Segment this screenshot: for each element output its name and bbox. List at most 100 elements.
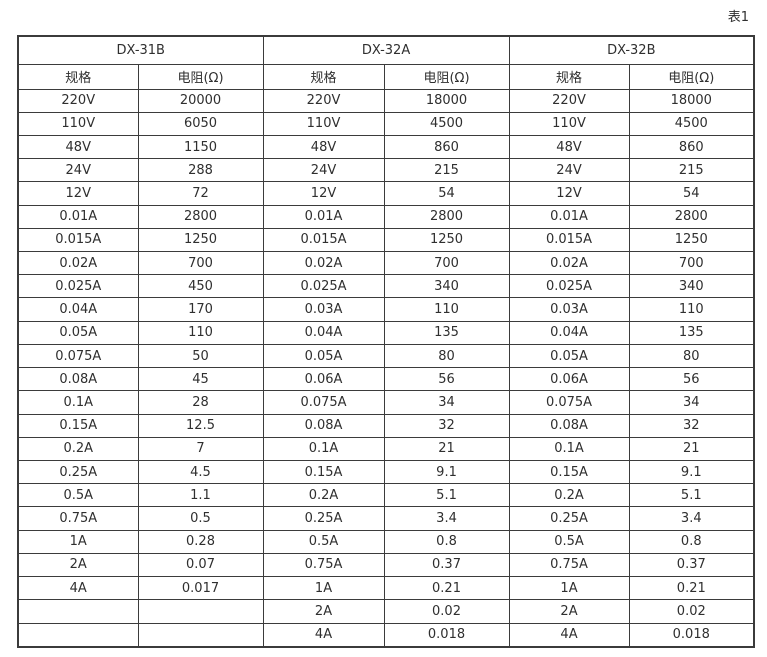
resistance-table: DX-31B DX-32A DX-32B 规格 电阻(Ω) 规格 电阻(Ω) 规格 电阻(Ω) … [17,35,756,648]
table-row: 0.02A 700 0.02A 700 0.02A 700 [17,251,755,276]
spec-cell: 24V [17,158,139,183]
spec-cell: 0.015A [508,227,630,253]
table-row: 4A 0.018 4A 0.018 [17,622,755,648]
col-header-spec: 规格 [262,63,385,90]
spec-cell: 0.08A [262,413,385,438]
spec-cell: 0.075A [17,343,139,369]
resistance-cell: 700 [137,251,264,276]
spec-cell: 0.1A [508,436,630,462]
spec-cell: 0.2A [17,436,139,462]
spec-cell: 0.075A [508,390,630,415]
resistance-cell: 0.37 [628,552,755,578]
spec-cell: 0.025A [17,274,139,299]
resistance-cell: 0.21 [383,576,510,601]
resistance-cell: 21 [383,436,510,462]
spec-cell: 12V [508,181,630,206]
resistance-cell: 20000 [137,88,264,113]
resistance-cell: 0.8 [628,529,755,554]
resistance-cell: 700 [628,251,755,276]
spec-cell [17,622,139,648]
resistance-cell: 0.37 [383,552,510,578]
table-row: 12V 72 12V 54 12V 54 [17,181,755,206]
column-header-row: 规格 电阻(Ω) 规格 电阻(Ω) 规格 电阻(Ω) [17,63,755,90]
spec-cell: 0.2A [262,483,385,508]
col-header-spec: 规格 [17,63,139,90]
resistance-cell: 2800 [137,204,264,229]
resistance-cell: 54 [383,181,510,206]
spec-cell: 24V [508,158,630,183]
spec-cell: 0.04A [17,297,139,322]
resistance-cell: 3.4 [628,506,755,531]
spec-cell: 2A [17,552,139,578]
resistance-cell: 32 [628,413,755,438]
spec-cell: 0.06A [262,367,385,392]
resistance-cell: 0.018 [628,622,755,648]
spec-cell: 2A [508,599,630,624]
spec-cell: 1A [508,576,630,601]
spec-cell: 0.015A [17,227,139,253]
resistance-cell: 0.21 [628,576,755,601]
table-row: 0.025A 450 0.025A 340 0.025A 340 [17,274,755,299]
spec-cell: 0.75A [17,506,139,531]
table-row: 0.75A 0.5 0.25A 3.4 0.25A 3.4 [17,506,755,531]
spec-cell: 2A [262,599,385,624]
table-body: 220V 20000 220V 18000 220V 18000 110V 6050 110V 4… [17,88,755,648]
resistance-cell: 0.018 [383,622,510,648]
spec-cell: 0.08A [508,413,630,438]
table-row: 0.015A 1250 0.015A 1250 0.015A 1250 [17,227,755,253]
table-row: 4A 0.017 1A 0.21 1A 0.21 [17,576,755,601]
col-header-resistance: 电阻(Ω) [383,63,510,90]
spec-cell: 0.01A [508,204,630,229]
spec-cell: 0.25A [17,459,139,485]
resistance-cell: 34 [628,390,755,415]
table-row: 0.05A 110 0.04A 135 0.04A 135 [17,320,755,345]
spec-cell: 1A [17,529,139,554]
spec-cell: 12V [17,181,139,206]
table-head: DX-31B DX-32A DX-32B 规格 电阻(Ω) 规格 电阻(Ω) 规格 电阻(Ω) [17,35,755,90]
resistance-cell: 0.017 [137,576,264,601]
spec-cell: 0.2A [508,483,630,508]
spec-cell: 48V [508,134,630,160]
spec-cell: 0.04A [508,320,630,345]
spec-cell: 0.15A [508,459,630,485]
resistance-cell: 2800 [383,204,510,229]
spec-cell: 0.75A [508,552,630,578]
group-header-dx-32a: DX-32A [262,35,510,65]
resistance-cell: 1250 [628,227,755,253]
table-row: 0.1A 28 0.075A 34 0.075A 34 [17,390,755,415]
resistance-cell: 170 [137,297,264,322]
resistance-cell: 9.1 [628,459,755,485]
resistance-cell [137,622,264,648]
group-header-dx-32b: DX-32B [508,35,755,65]
resistance-cell: 110 [628,297,755,322]
spec-cell: 0.5A [17,483,139,508]
resistance-cell: 72 [137,181,264,206]
resistance-cell: 4.5 [137,459,264,485]
resistance-cell: 135 [628,320,755,345]
resistance-cell: 32 [383,413,510,438]
spec-cell: 0.025A [508,274,630,299]
resistance-cell: 9.1 [383,459,510,485]
spec-cell: 0.025A [262,274,385,299]
spec-cell: 0.03A [508,297,630,322]
resistance-cell: 56 [383,367,510,392]
resistance-cell: 18000 [628,88,755,113]
spec-cell: 0.1A [262,436,385,462]
spec-cell: 0.15A [262,459,385,485]
spec-cell: 0.15A [17,413,139,438]
resistance-cell: 0.02 [383,599,510,624]
spec-cell: 24V [262,158,385,183]
spec-cell: 4A [508,622,630,648]
spec-cell: 0.02A [17,251,139,276]
spec-cell: 0.075A [262,390,385,415]
resistance-cell: 1.1 [137,483,264,508]
table-row: 110V 6050 110V 4500 110V 4500 [17,111,755,136]
resistance-cell: 860 [383,134,510,160]
spec-cell: 0.01A [262,204,385,229]
resistance-cell: 3.4 [383,506,510,531]
resistance-cell: 34 [383,390,510,415]
group-header-dx-31b: DX-31B [17,35,264,65]
resistance-cell: 340 [383,274,510,299]
document-page: 表1 DX-31B DX-32A DX-32B 规格 电阻(Ω) 规格 电阻(Ω) 规格 电阻(… [17,10,756,648]
table-row: 48V 1150 48V 860 48V 860 [17,134,755,160]
